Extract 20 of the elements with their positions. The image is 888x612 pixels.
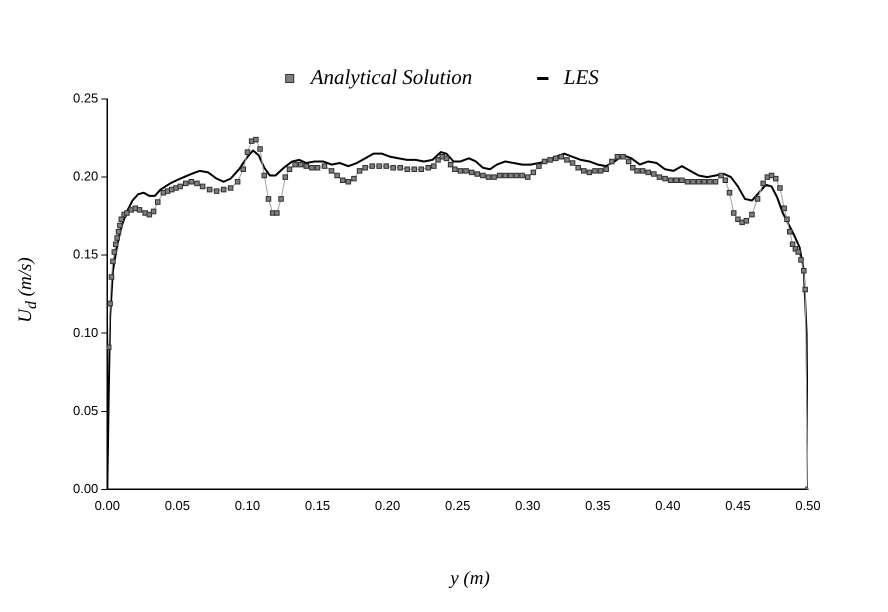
legend-label: LES bbox=[562, 65, 600, 90]
x-tick-label: 0.25 bbox=[444, 498, 470, 513]
x-tick-label: 0.15 bbox=[304, 498, 330, 513]
x-tick-label: 0.20 bbox=[374, 498, 400, 513]
x-tick-label: 0.10 bbox=[234, 498, 260, 513]
x-tick-label: 0.30 bbox=[515, 498, 540, 513]
y-tick-label: 0.00 bbox=[72, 480, 98, 496]
y-tick-label: 0.10 bbox=[72, 324, 98, 340]
y-tick-label: 0.25 bbox=[72, 90, 98, 106]
x-tick-label: 0.45 bbox=[725, 498, 751, 513]
x-tick-label: 0.40 bbox=[655, 498, 681, 513]
y-tick-label: 0.20 bbox=[72, 168, 98, 184]
x-axis-title: y (m) bbox=[448, 568, 491, 590]
y-tick-label: 0.05 bbox=[72, 402, 98, 418]
y-tick-label: 0.15 bbox=[72, 246, 98, 262]
x-tick-label: 0.05 bbox=[164, 498, 190, 513]
x-tick-label: 0.00 bbox=[94, 498, 120, 513]
x-tick-label: 0.35 bbox=[585, 498, 610, 513]
x-tick-label: 0.50 bbox=[795, 498, 821, 513]
legend-label: Analytical Solution bbox=[308, 65, 472, 90]
